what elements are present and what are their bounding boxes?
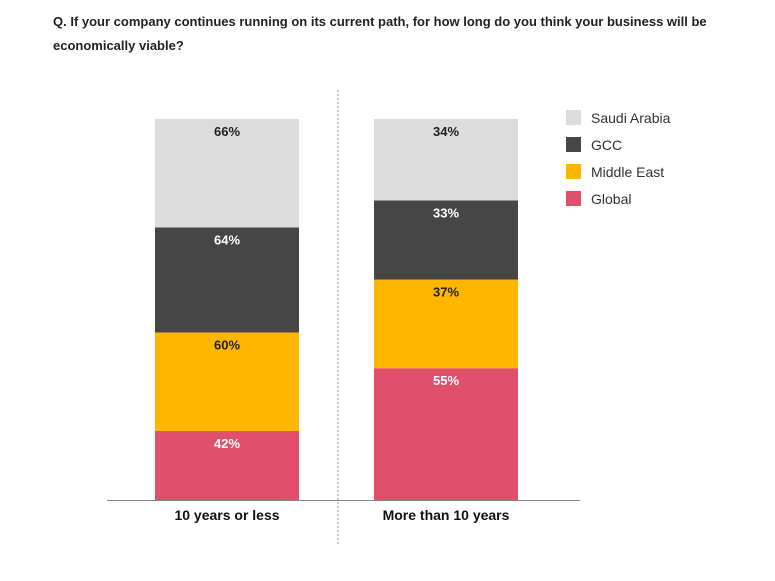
data-label: 33% — [433, 205, 459, 220]
legend-label: Saudi Arabia — [591, 110, 671, 126]
legend-swatch — [566, 110, 581, 125]
data-label: 64% — [214, 232, 240, 247]
legend-swatch — [566, 164, 581, 179]
data-label: 34% — [433, 124, 459, 139]
bar-segment-middle-east — [155, 332, 299, 432]
bar-segment-gcc — [155, 227, 299, 333]
bar-segment-saudi-arabia — [374, 119, 518, 201]
category-label: 10 years or less — [174, 507, 279, 523]
category-label: More than 10 years — [383, 507, 510, 523]
data-label: 55% — [433, 373, 459, 388]
data-label: 42% — [214, 436, 240, 451]
data-label: 37% — [433, 285, 459, 300]
bar-segment-middle-east — [374, 279, 518, 369]
legend-swatch — [566, 191, 581, 206]
legend-swatch — [566, 137, 581, 152]
legend-label: Global — [591, 191, 631, 207]
data-label: 60% — [214, 337, 240, 352]
legend-label: Middle East — [591, 164, 664, 180]
bar-segment-saudi-arabia — [155, 119, 299, 228]
bar-segment-gcc — [374, 200, 518, 280]
legend-label: GCC — [591, 137, 622, 153]
data-label: 66% — [214, 124, 240, 139]
chart-title: Q. If your company continues running on … — [53, 14, 707, 53]
bar-segment-global — [155, 431, 299, 500]
bar-segment-global — [374, 368, 518, 500]
